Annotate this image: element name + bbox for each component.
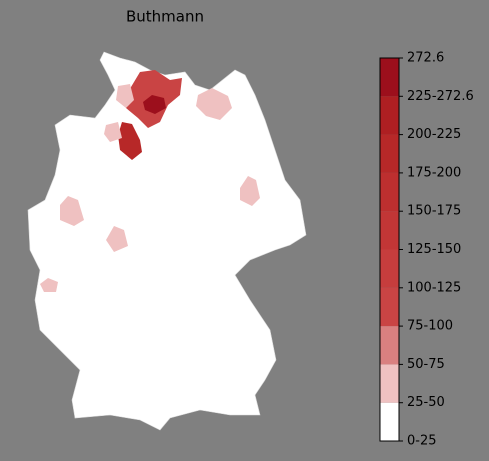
region bbox=[106, 226, 128, 252]
colorbar-band bbox=[380, 287, 399, 327]
colorbar: 0-25 25-50 50-75 75-100 100-125 125-150 150-17… bbox=[380, 51, 474, 449]
map-title: Buthmann bbox=[126, 8, 204, 26]
colorbar-band bbox=[380, 326, 399, 365]
region bbox=[118, 122, 142, 160]
region bbox=[196, 88, 232, 120]
colorbar-label: 100-125 bbox=[407, 280, 461, 295]
colorbar-label: 175-200 bbox=[407, 165, 461, 180]
colorbar-label: 25-50 bbox=[407, 395, 445, 410]
colorbar-band bbox=[380, 172, 399, 212]
colorbar-band bbox=[380, 96, 399, 135]
colorbar-label: 50-75 bbox=[407, 357, 445, 372]
region bbox=[104, 122, 122, 142]
colorbar-label: 75-100 bbox=[407, 319, 453, 334]
colorbar-band bbox=[380, 402, 399, 441]
colorbar-label: 150-175 bbox=[407, 204, 461, 219]
germany-map bbox=[27, 51, 307, 431]
colorbar-band bbox=[380, 58, 399, 97]
country-outline bbox=[27, 51, 307, 431]
colorbar-band bbox=[380, 249, 399, 288]
colorbar-band bbox=[380, 134, 399, 173]
region bbox=[143, 95, 166, 114]
colorbar-band bbox=[380, 211, 399, 250]
colorbar-label: 225-272.6 bbox=[407, 89, 474, 104]
region bbox=[40, 278, 58, 292]
region bbox=[116, 84, 134, 108]
colorbar-label: 0-25 bbox=[407, 434, 437, 449]
colorbar-label: 125-150 bbox=[407, 242, 461, 257]
colorbar-label: 200-225 bbox=[407, 127, 461, 142]
colorbar-band bbox=[380, 364, 399, 403]
colorbar-label: 272.6 bbox=[407, 51, 444, 66]
region bbox=[60, 196, 84, 226]
region bbox=[240, 176, 260, 206]
colorbar-frame bbox=[379, 57, 400, 442]
